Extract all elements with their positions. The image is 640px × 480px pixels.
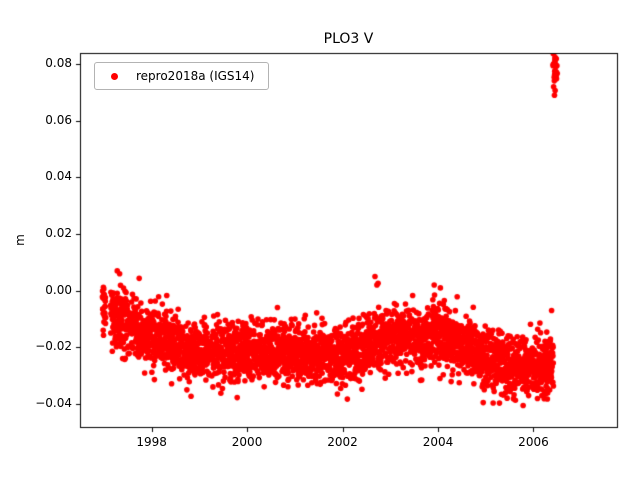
- legend: repro2018a (IGS14): [94, 62, 270, 90]
- x-tick-label: 2004: [422, 435, 454, 449]
- chart-title: PLO3 V: [323, 31, 374, 47]
- legend-marker-icon: [111, 72, 118, 80]
- y-tick-label: −0.04: [35, 396, 72, 411]
- y-tick-label: 0.06: [45, 112, 72, 127]
- y-tick-label: −0.02: [35, 339, 72, 354]
- legend-series-label: repro2018a (IGS14): [136, 69, 255, 83]
- y-tick-label: 0.02: [45, 226, 72, 241]
- x-tick-label: 2002: [327, 435, 358, 449]
- x-tick-label: 1998: [136, 435, 167, 449]
- x-tick-label: 2000: [231, 435, 263, 449]
- y-tick-label: 0.04: [45, 169, 72, 184]
- y-tick-label: 0.00: [45, 282, 72, 297]
- y-tick-label: 0.08: [45, 56, 72, 71]
- x-tick-label: 2006: [518, 435, 549, 449]
